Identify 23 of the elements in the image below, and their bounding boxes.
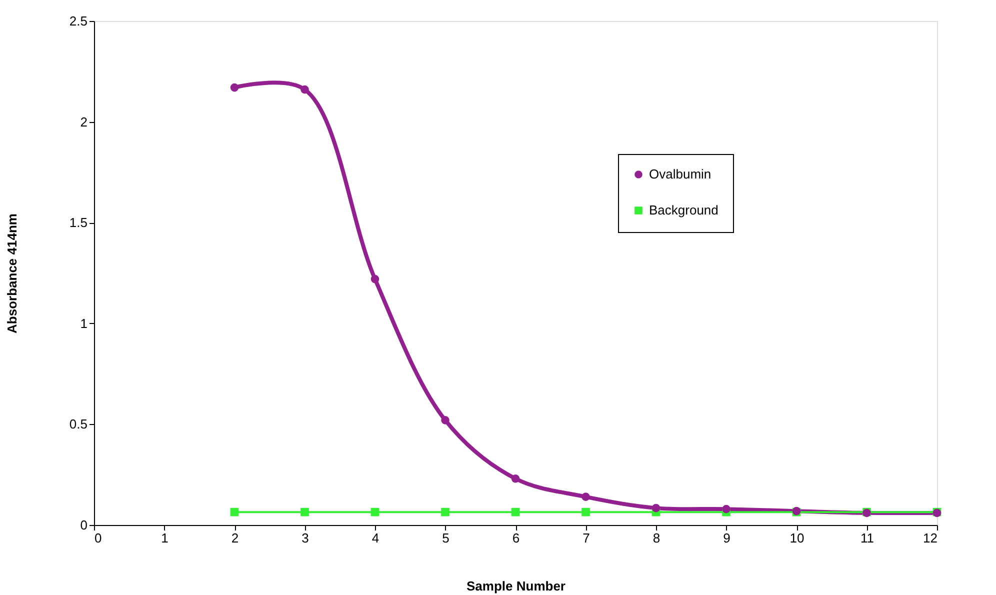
legend-label: Ovalbumin [649,166,712,182]
x-tick-label: 12 [923,530,938,546]
x-tick-label: 9 [723,530,730,546]
x-tick-label: 3 [302,530,309,546]
x-tick-label: 5 [442,530,450,546]
y-axis-title: Absorbance 414nm [4,214,20,334]
x-tick-label: 4 [372,530,380,546]
y-tick-label: 0.5 [69,416,88,432]
y-tick-label: 0 [80,518,88,532]
x-tick-label: 0 [94,530,102,546]
y-tick-label: 2 [80,114,88,130]
x-tick-label: 10 [790,530,804,546]
x-tick-label: 7 [582,530,590,546]
x-tick-label: 8 [652,530,660,546]
x-axis-title: Sample Number [466,578,566,594]
x-tick-label: 6 [512,530,520,546]
y-tick-label: 2.5 [69,14,88,28]
legend-label: Background [649,202,718,218]
y-tick-label: 1.5 [69,215,88,230]
x-tick-label: 1 [161,530,168,546]
x-tick-label: 2 [231,530,239,546]
y-tick-label: 1 [80,316,88,331]
x-tick-label: 11 [860,530,874,546]
